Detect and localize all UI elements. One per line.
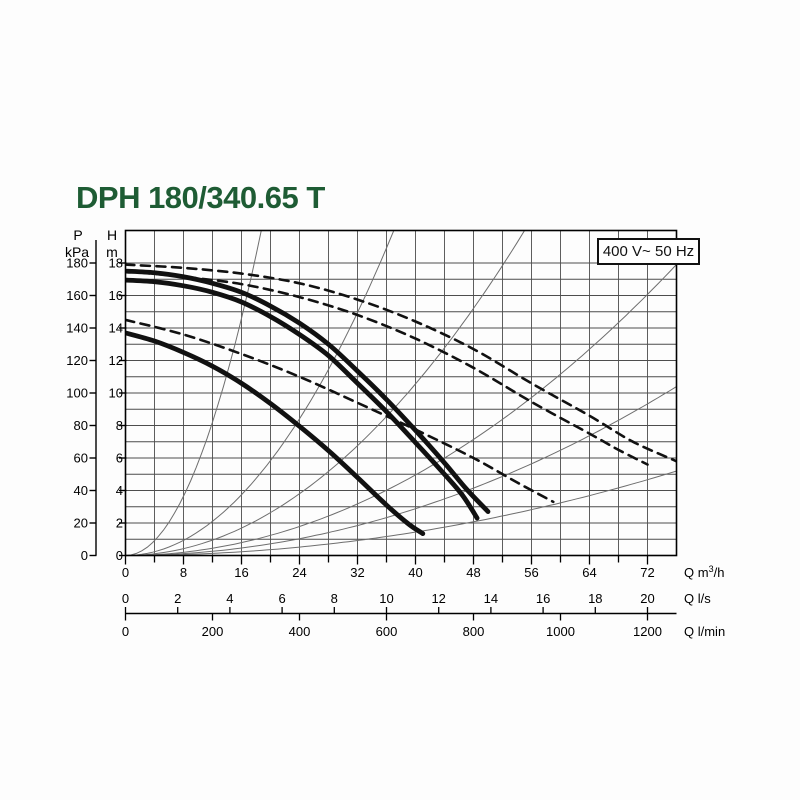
pressure-tick-label: 0 [81,548,88,563]
flow-m3h-tick-label: 8 [180,565,187,580]
head-tick-label: 18 [109,256,123,271]
head-tick-label: 14 [109,321,123,336]
flow-lmin-axis-label: Q l/min [684,624,725,639]
voltage-rating-box: 400 V~ 50 Hz [597,238,700,265]
head-axis-label: H [107,227,117,243]
flow-m3h-tick-label: 56 [524,565,538,580]
flow-ls-tick-label: 18 [588,591,602,606]
head-axis-unit: m [106,244,118,260]
flow-ls-tick-label: 8 [331,591,338,606]
pump-curve-dashed-upper [125,263,677,463]
head-tick-label: 2 [116,516,123,531]
pump-curves [125,263,677,536]
flow-ls-tick-label: 6 [278,591,285,606]
head-tick-label: 8 [116,418,123,433]
flow-lmin-tick-label: 1200 [633,624,662,639]
flow-m3h-tick-label: 0 [122,565,129,580]
head-tick-label: 12 [109,353,123,368]
head-axis-m: 0 2 4 6 8 10 12 14 16 18 Hm [106,227,127,563]
flow-ls-tick-label: 10 [379,591,393,606]
flow-m3h-tick-label: 32 [350,565,364,580]
pressure-tick-label: 60 [74,451,88,466]
system-curve [125,230,395,556]
flow-m3h-tick-label: 64 [582,565,596,580]
pressure-axis-label: P [73,227,82,243]
pressure-tick-label: 20 [74,516,88,531]
pressure-tick-label: 40 [74,483,88,498]
system-curve [125,385,677,556]
flow-m3h-tick-label: 72 [640,565,654,580]
flow-m3h-tick-label: 16 [234,565,248,580]
flow-m3h-tick-label: 48 [466,565,480,580]
flow-m3h-tick-label: 24 [292,565,306,580]
pressure-tick-label: 140 [66,321,88,336]
pump-curve-solid-3 [125,330,426,536]
system-curve [125,470,677,556]
pressure-axis-unit: kPa [65,244,89,260]
pump-curve-dashed-lower [125,318,555,504]
flow-lmin-tick-label: 1000 [546,624,575,639]
flow-axis-m3h: 0 8 16 24 32 40 48 56 64 72 Q m3/h [122,555,724,580]
head-tick-label: 6 [116,451,123,466]
head-tick-label: 10 [109,386,123,401]
pressure-tick-label: 100 [66,386,88,401]
pressure-tick-label: 80 [74,418,88,433]
flow-ls-tick-label: 14 [484,591,498,606]
pressure-tick-label: 180 [66,256,88,271]
flow-m3h-tick-label: 40 [408,565,422,580]
flow-lmin-tick-label: 200 [202,624,224,639]
head-tick-label: 0 [116,548,123,563]
flow-lmin-tick-label: 800 [463,624,485,639]
flow-ls-tick-label: 12 [431,591,445,606]
flow-ls-tick-label: 16 [536,591,550,606]
flow-ls-axis-label: Q l/s [684,591,711,606]
head-tick-label: 4 [116,483,123,498]
pump-curve-dashed-middle [125,269,649,466]
pump-curve-solid-1 [125,268,491,514]
flow-ls-tick-label: 2 [174,591,181,606]
flow-ls-tick-label: 4 [226,591,233,606]
pump-curve-solid-2 [125,277,480,521]
system-curve [125,263,677,556]
flow-axis-lmin: 0 200 400 600 800 1000 1200 Q l/min [122,612,725,639]
flow-ls-tick-label: 20 [640,591,654,606]
page-title: DPH 180/340.65 T [76,180,325,215]
pressure-tick-label: 160 [66,288,88,303]
head-tick-label: 16 [109,288,123,303]
flow-axis-ls: 0 2 4 6 8 10 12 14 16 18 20 Q l/s [122,591,711,614]
pressure-tick-label: 120 [66,353,88,368]
system-curve [125,230,262,556]
system-curve [125,230,526,556]
flow-lmin-tick-label: 0 [122,624,129,639]
flow-ls-tick-label: 0 [122,591,129,606]
flow-m3h-axis-label: Q m3/h [684,564,724,580]
flow-lmin-tick-label: 600 [376,624,398,639]
flow-lmin-tick-label: 400 [289,624,311,639]
